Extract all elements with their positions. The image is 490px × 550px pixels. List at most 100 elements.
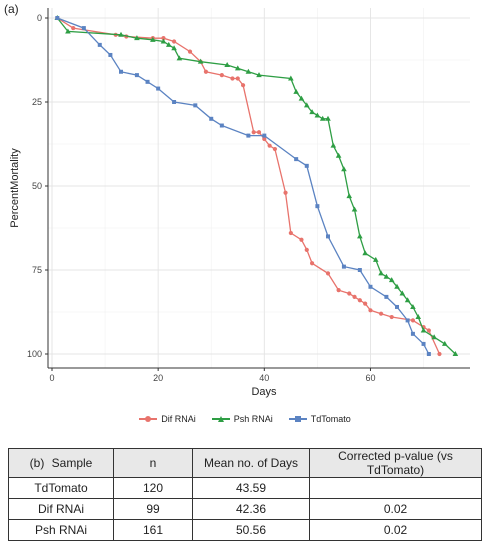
data-point bbox=[240, 83, 246, 88]
data-point bbox=[267, 143, 272, 148]
data-point bbox=[437, 351, 442, 357]
data-point bbox=[283, 190, 288, 195]
y-tick-label: 50 bbox=[32, 181, 42, 191]
axes: 0 20 40 60 0 25 50 75 100 bbox=[27, 8, 470, 383]
y-axis-label: PercentMortality bbox=[9, 148, 21, 228]
data-point bbox=[388, 277, 395, 283]
data-point bbox=[97, 42, 102, 47]
data-point bbox=[251, 130, 256, 135]
data-point bbox=[325, 115, 331, 121]
data-point bbox=[197, 58, 204, 64]
data-point bbox=[262, 133, 267, 138]
data-point bbox=[314, 112, 321, 118]
cell-n: 99 bbox=[113, 498, 193, 520]
data-point bbox=[319, 115, 326, 121]
data-point bbox=[378, 270, 384, 276]
data-point bbox=[410, 303, 416, 309]
data-point bbox=[272, 146, 278, 152]
data-point bbox=[234, 65, 241, 71]
series-tdtomato bbox=[55, 16, 431, 356]
cell-mean-days: 42.36 bbox=[192, 498, 310, 520]
data-point bbox=[404, 297, 411, 303]
data-point bbox=[288, 75, 294, 81]
data-point bbox=[171, 39, 177, 44]
data-point bbox=[171, 45, 177, 51]
data-point bbox=[452, 351, 459, 356]
cell-p-value: 0.02 bbox=[309, 498, 482, 520]
data-point bbox=[256, 72, 262, 78]
legend-label-tdtomato: TdTomato bbox=[310, 414, 351, 424]
data-point bbox=[362, 250, 368, 256]
data-point bbox=[108, 52, 113, 57]
data-point bbox=[309, 261, 315, 266]
panel-a-label: (a) bbox=[4, 2, 19, 16]
data-point bbox=[410, 331, 415, 336]
data-point bbox=[309, 109, 315, 115]
cell-mean-days: 43.59 bbox=[192, 477, 310, 499]
data-point bbox=[293, 88, 299, 94]
data-point bbox=[384, 294, 389, 299]
panel-b-label: (b) bbox=[29, 456, 45, 470]
data-point bbox=[150, 36, 156, 42]
table-header-row: (b) Sample n Mean no. of Days Corrected p… bbox=[8, 448, 482, 478]
data-point bbox=[193, 103, 198, 108]
data-point bbox=[294, 157, 299, 162]
x-tick-label: 20 bbox=[153, 373, 163, 383]
data-point bbox=[224, 62, 230, 68]
data-point bbox=[335, 152, 342, 158]
data-point bbox=[156, 86, 161, 91]
legend-label-dif-rnai: Dif RNAi bbox=[161, 414, 196, 424]
header-sample: (b) Sample bbox=[8, 448, 114, 478]
data-point bbox=[441, 340, 448, 346]
data-point bbox=[71, 25, 76, 31]
header-mean-days: Mean no. of Days bbox=[192, 448, 310, 478]
data-point bbox=[347, 291, 352, 296]
cell-p-value bbox=[309, 477, 482, 499]
data-point bbox=[394, 283, 400, 289]
legend-swatch-psh-rnai bbox=[211, 415, 230, 423]
cell-mean-days: 50.56 bbox=[192, 519, 310, 541]
data-point bbox=[230, 76, 235, 81]
data-point bbox=[363, 301, 368, 306]
cell-sample: Psh RNAi bbox=[8, 519, 114, 541]
mortality-line-chart: 0 20 40 60 0 25 50 75 100 Days PercentMortality bbox=[9, 8, 470, 398]
data-point bbox=[161, 36, 166, 41]
summary-table-panel: (b) Sample n Mean no. of Days Corrected p… bbox=[8, 448, 482, 541]
data-point bbox=[341, 166, 347, 172]
data-point bbox=[55, 16, 60, 20]
data-point bbox=[325, 271, 331, 276]
table-row: TdTomato 120 43.59 bbox=[8, 477, 482, 499]
data-point bbox=[235, 76, 240, 81]
data-point bbox=[203, 69, 209, 74]
data-point bbox=[415, 314, 422, 320]
data-point bbox=[372, 256, 379, 262]
data-point bbox=[426, 352, 431, 356]
y-tick-label: 100 bbox=[27, 349, 42, 359]
summary-table: (b) Sample n Mean no. of Days Corrected p… bbox=[8, 448, 482, 541]
x-tick-label: 40 bbox=[259, 373, 269, 383]
data-point bbox=[176, 55, 183, 61]
x-axis-label: Days bbox=[251, 386, 277, 398]
data-point bbox=[405, 318, 410, 323]
data-point bbox=[378, 311, 384, 316]
data-point bbox=[383, 273, 390, 279]
data-point bbox=[262, 136, 267, 142]
data-point bbox=[352, 294, 357, 299]
data-point bbox=[81, 26, 86, 31]
data-point bbox=[145, 79, 150, 84]
legend-item-dif-rnai: Dif RNAi bbox=[139, 414, 196, 424]
data-point bbox=[119, 69, 123, 74]
legend-item-tdtomato: TdTomato bbox=[288, 414, 351, 424]
cell-n: 120 bbox=[113, 477, 193, 499]
data-point bbox=[389, 314, 394, 320]
data-point bbox=[315, 204, 320, 209]
data-point bbox=[118, 31, 124, 37]
data-point bbox=[357, 298, 362, 303]
grid-lines bbox=[48, 8, 470, 368]
series-psh-rnai bbox=[54, 15, 459, 356]
data-point bbox=[341, 264, 346, 269]
data-point bbox=[421, 341, 426, 346]
header-n: n bbox=[113, 448, 193, 478]
data-point bbox=[395, 304, 399, 309]
x-tick-label: 60 bbox=[365, 373, 375, 383]
